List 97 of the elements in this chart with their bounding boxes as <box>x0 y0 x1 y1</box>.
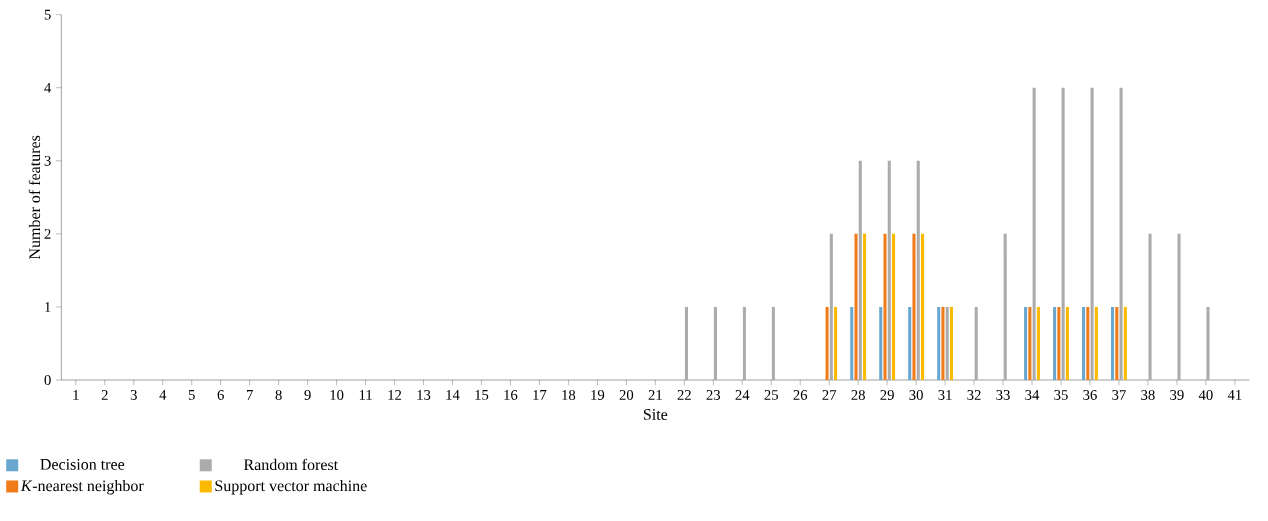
y-tick-label: 0 <box>44 374 51 385</box>
bar <box>1148 233 1152 380</box>
bar <box>945 306 949 380</box>
x-tick-label: 35 <box>1054 389 1068 400</box>
bar <box>850 306 854 380</box>
bar <box>863 233 867 380</box>
x-tick-label: 12 <box>388 389 402 400</box>
x-tick-label: 34 <box>1025 389 1040 400</box>
y-tick-label: 4 <box>44 82 52 93</box>
bar <box>854 233 858 380</box>
x-tick-label: 1 <box>73 389 79 400</box>
legend-label: K-nearest neighbor <box>20 479 144 495</box>
x-axis-title: Site <box>643 408 668 420</box>
bar <box>1086 306 1090 380</box>
x-tick-label: 10 <box>330 389 344 400</box>
legend-label: Decision tree <box>40 458 125 470</box>
x-tick-label: 6 <box>217 389 224 400</box>
legend-label: Random forest <box>243 458 339 470</box>
x-tick-label: 5 <box>188 389 195 400</box>
bar <box>1032 87 1036 380</box>
x-tick-label: 27 <box>822 389 837 400</box>
bar <box>887 160 891 380</box>
bar <box>1111 306 1115 380</box>
bar <box>742 306 746 380</box>
x-tick-label: 11 <box>359 389 372 400</box>
x-tick-label: 30 <box>909 389 923 400</box>
x-tick-label: 4 <box>159 389 167 400</box>
x-tick-label: 17 <box>533 389 547 400</box>
x-tick-label: 21 <box>648 389 662 400</box>
bar <box>916 160 920 380</box>
x-tick-label: 26 <box>793 389 808 400</box>
x-tick-label: 18 <box>562 389 576 400</box>
x-tick-label: 8 <box>275 389 282 400</box>
x-tick-label: 2 <box>101 389 108 400</box>
x-tick-label: 40 <box>1198 389 1213 400</box>
bar <box>908 306 912 380</box>
bar <box>684 306 688 380</box>
bar <box>1115 306 1119 380</box>
x-tick-label: 25 <box>764 389 778 400</box>
bar <box>1003 233 1007 380</box>
x-tick-label: 20 <box>619 389 634 400</box>
bar <box>1028 306 1032 380</box>
y-tick-label: 5 <box>44 9 51 20</box>
bar <box>1065 306 1069 380</box>
x-tick-label: 9 <box>304 389 311 400</box>
bar <box>920 233 925 380</box>
bar <box>949 306 954 380</box>
x-tick-label: 39 <box>1170 389 1184 400</box>
bar <box>883 233 887 380</box>
x-tick-label: 3 <box>130 389 137 400</box>
bar <box>829 233 833 380</box>
x-tick-label: 16 <box>504 389 518 400</box>
bar <box>912 233 916 380</box>
bar <box>834 306 838 380</box>
bar <box>1082 306 1086 380</box>
x-tick-label: 22 <box>677 389 691 400</box>
x-tick-label: 24 <box>735 389 750 400</box>
x-tick-label: 29 <box>880 389 894 400</box>
bar <box>1057 306 1061 380</box>
bar <box>1053 306 1057 380</box>
bar <box>713 306 717 380</box>
bar <box>1090 87 1094 380</box>
legend-label: Support vector machine <box>215 479 367 495</box>
x-tick-label: 36 <box>1083 389 1097 400</box>
y-tick-label: 2 <box>44 228 51 239</box>
x-tick-label: 23 <box>706 389 721 400</box>
bar <box>974 306 978 380</box>
bar <box>892 233 896 380</box>
bar <box>858 160 862 380</box>
y-axis-title: Number of features <box>28 135 41 259</box>
bar <box>1177 233 1181 380</box>
bar <box>1123 306 1127 380</box>
bar <box>771 306 775 380</box>
bar <box>941 306 945 380</box>
x-tick-label: 41 <box>1227 389 1242 400</box>
y-tick-label: 1 <box>45 301 51 312</box>
bar <box>1061 87 1065 380</box>
x-tick-label: 7 <box>246 389 253 400</box>
bar <box>1024 306 1028 380</box>
x-tick-label: 28 <box>851 389 865 400</box>
x-tick-label: 19 <box>591 389 605 400</box>
x-tick-label: 14 <box>446 389 460 400</box>
x-tick-label: 31 <box>938 389 952 400</box>
bar <box>825 306 829 380</box>
x-tick-label: 13 <box>417 389 431 400</box>
x-tick-label: 32 <box>967 389 981 400</box>
bar <box>1119 87 1123 380</box>
bar <box>937 306 941 380</box>
bar <box>1206 306 1210 380</box>
x-tick-label: 37 <box>1112 389 1126 400</box>
x-tick-label: 33 <box>996 389 1010 400</box>
bar <box>1036 306 1040 380</box>
x-tick-label: 15 <box>475 389 489 400</box>
bar <box>1094 306 1098 380</box>
x-tick-label: 38 <box>1141 389 1155 400</box>
y-tick-label: 3 <box>44 155 51 166</box>
bar <box>879 306 883 380</box>
